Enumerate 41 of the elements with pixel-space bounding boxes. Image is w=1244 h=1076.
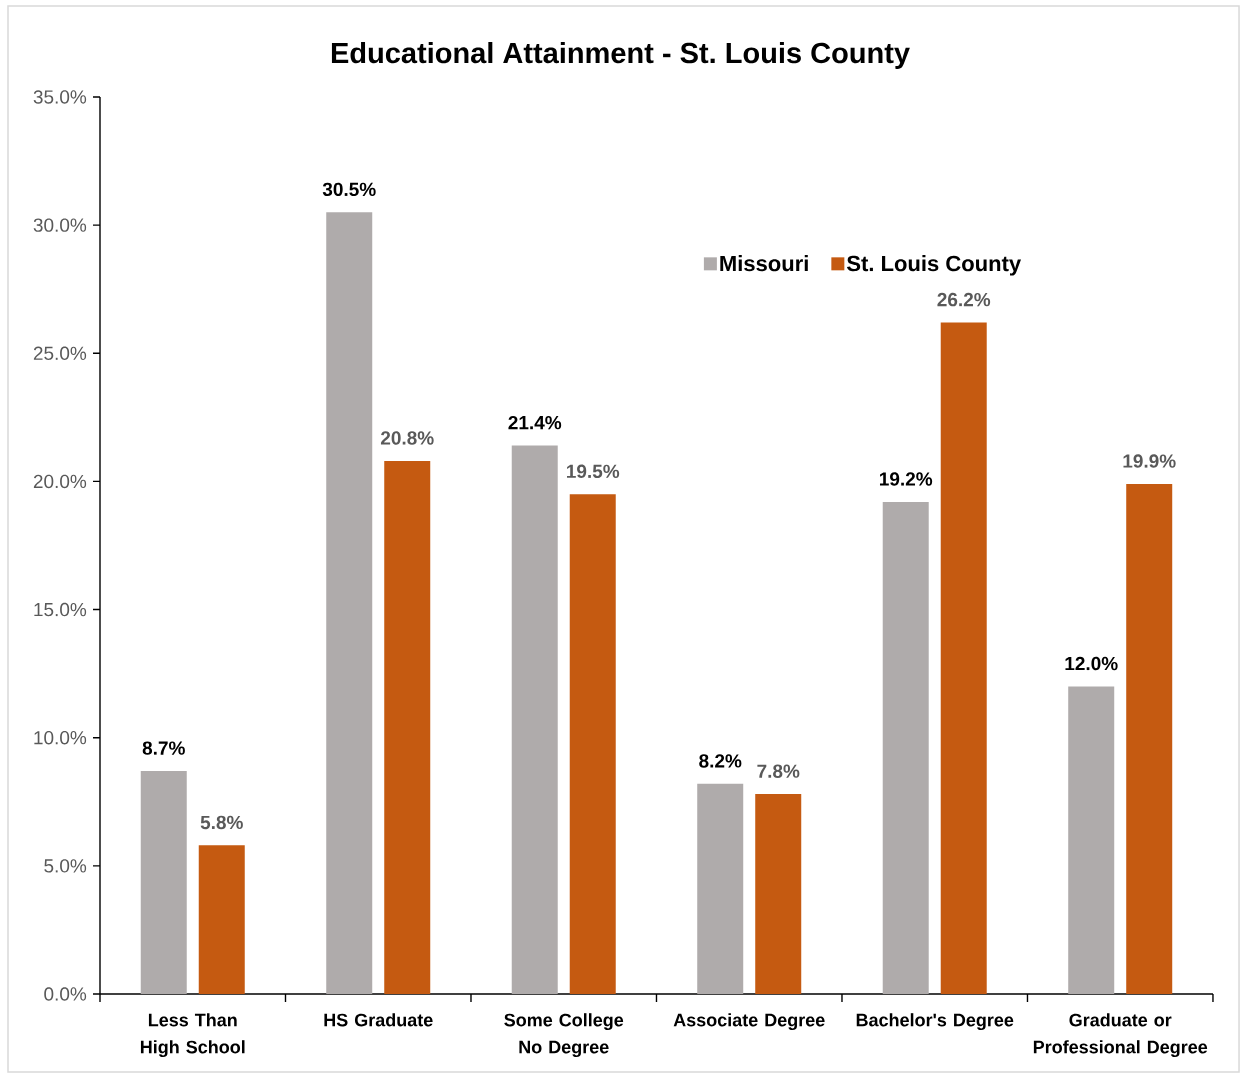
y-tick-label: 5.0% [44,859,87,873]
legend-label: St. Louis County [846,255,1022,276]
data-label: 19.2% [879,472,933,486]
bar [326,212,373,994]
data-label: 5.8% [200,815,243,830]
bar [198,845,245,994]
y-tick-label: 0.0% [44,987,87,1001]
bar [569,494,616,994]
bar [755,794,802,994]
data-label: 20.8% [380,431,434,445]
y-tick-label: 10.0% [34,730,87,745]
bar [1068,686,1115,994]
data-label: 21.4% [508,415,562,430]
bar [882,501,929,994]
bar [940,322,987,994]
y-tick-label: 30.0% [33,218,87,232]
data-label: 19.9% [1123,454,1176,468]
x-tick-label: Bachelor's Degree [856,1013,1014,1031]
data-label: 8.7% [142,741,185,755]
x-tick-label: Some College No Degree [504,1013,624,1058]
data-label: 30.5% [322,182,376,197]
x-tick-label: Less Than High School [140,1013,245,1058]
bar [1126,483,1173,994]
bar [384,460,431,994]
data-label: 8.2% [699,754,742,768]
data-label: 12.0% [1065,656,1118,671]
x-tick-label: Associate Degree [673,1013,825,1031]
y-tick-label: 20.0% [33,474,87,489]
chart-title: Educational Attainment - St. Louis County [331,41,910,69]
y-tick-label: 35.0% [33,90,87,104]
x-tick-label: Graduate or Professional Degree [1033,1013,1208,1058]
bar [140,771,187,994]
y-tick-label: 25.0% [33,346,87,361]
y-tick-label: 15.0% [34,602,87,617]
x-tick-label: HS Graduate [324,1013,433,1027]
data-label: 19.5% [567,464,620,479]
data-label: 26.2% [937,292,991,307]
data-label: 7.8% [757,764,800,778]
legend-label: Missouri [720,255,808,272]
bar [511,445,558,994]
bar [697,783,744,994]
